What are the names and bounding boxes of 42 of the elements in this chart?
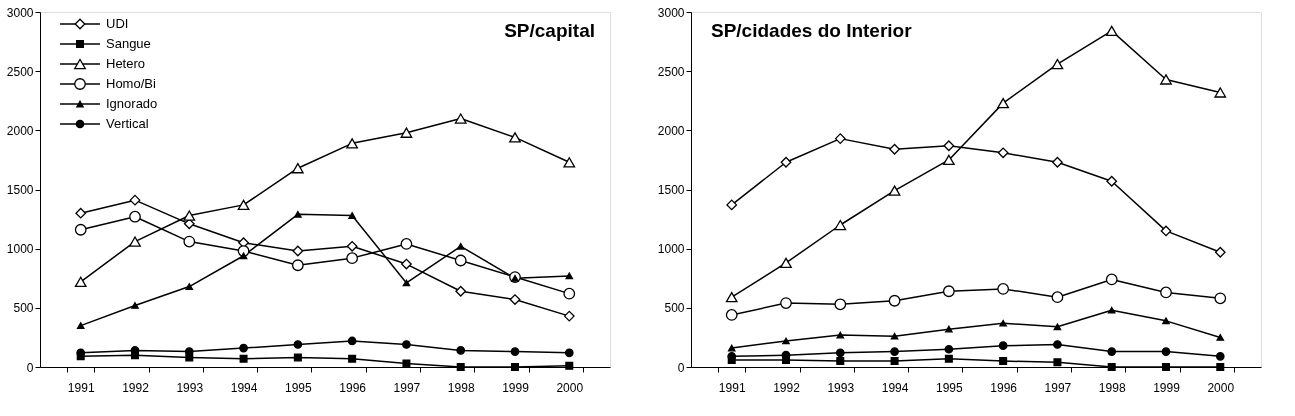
- x-tick-label: 1995: [936, 380, 964, 395]
- x-tick-label: 1991: [67, 380, 95, 395]
- x-tick-label: 1992: [773, 380, 801, 395]
- legend-label: Homo/Bi: [106, 76, 156, 91]
- legend-label: Ignorado: [106, 96, 158, 111]
- y-tick-label: 1500: [6, 183, 34, 197]
- x-tick-label: 1994: [230, 380, 258, 395]
- y-tick-label: 2500: [657, 64, 685, 79]
- chart-title: SP/cidades do Interior: [711, 20, 913, 41]
- y-tick-label: 1000: [657, 242, 685, 257]
- x-tick-label: 2000: [1207, 380, 1235, 395]
- x-tick-label: 1999: [502, 380, 530, 395]
- legend-label: Hetero: [106, 56, 146, 71]
- x-tick-label: 2000: [556, 380, 584, 395]
- y-tick-label: 1000: [6, 242, 34, 257]
- x-tick-label: 1999: [1153, 380, 1181, 395]
- x-tick-label: 1997: [393, 380, 421, 395]
- y-tick-label: 500: [664, 301, 685, 316]
- y-tick-label: 3000: [6, 5, 34, 20]
- x-tick-label: 1993: [827, 380, 855, 395]
- y-tick-label: 2000: [657, 123, 685, 138]
- y-tick-label: 1500: [657, 183, 685, 197]
- y-tick-label: 2000: [6, 123, 34, 138]
- x-tick-label: 1995: [285, 380, 313, 395]
- legend-label: UDI: [106, 16, 129, 31]
- legend-label: Vertical: [106, 116, 149, 131]
- x-tick-label: 1998: [1098, 380, 1126, 395]
- x-tick-label: 1996: [990, 380, 1018, 395]
- x-tick-label: 1994: [881, 380, 909, 395]
- y-tick-label: 2500: [6, 64, 34, 79]
- y-tick-label: 0: [677, 360, 685, 375]
- y-tick-label: 500: [13, 301, 34, 316]
- x-tick-label: 1998: [447, 380, 475, 395]
- x-tick-label: 1997: [1044, 380, 1072, 395]
- x-tick-label: 1991: [718, 380, 746, 395]
- chart-title: SP/capital: [504, 20, 595, 41]
- y-tick-label: 0: [26, 360, 34, 375]
- y-tick-label: 3000: [657, 5, 685, 20]
- x-tick-label: 1992: [122, 380, 150, 395]
- legend-label: Sangue: [106, 36, 151, 51]
- x-tick-label: 1996: [339, 380, 367, 395]
- x-tick-label: 1993: [176, 380, 204, 395]
